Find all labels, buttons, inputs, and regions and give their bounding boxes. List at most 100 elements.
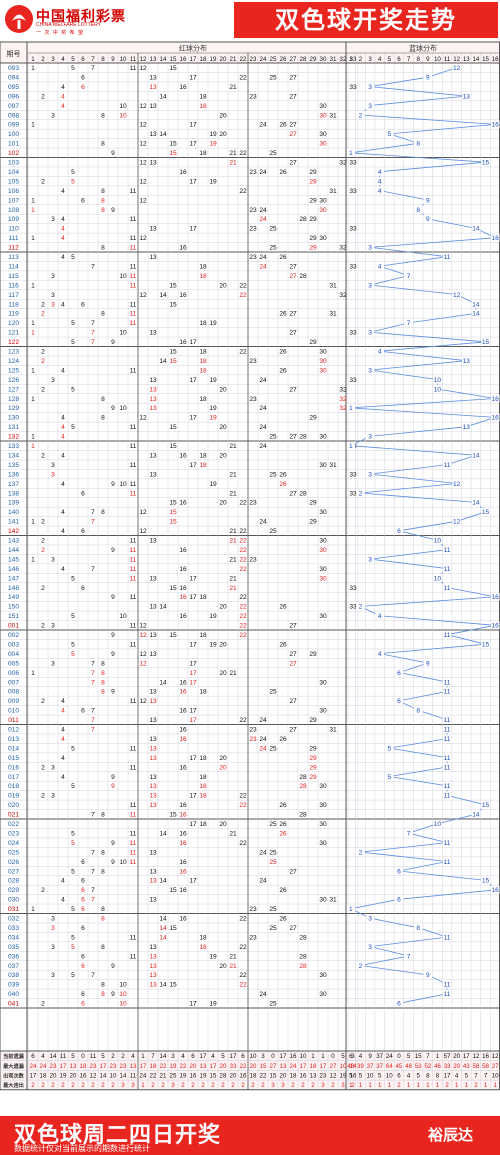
red-stat-value: 2	[91, 1082, 95, 1089]
blue-stat-value: 17	[444, 1072, 451, 1079]
red-ball-number: 21	[229, 84, 237, 91]
red-ball-number: 22	[239, 282, 247, 289]
period-label: 135	[8, 462, 19, 469]
red-ball-number: 17	[189, 377, 197, 384]
blue-ball-number: 4	[378, 613, 382, 620]
blue-ball-bg	[375, 262, 384, 271]
blue-ball-number: 8	[416, 207, 420, 214]
red-stat-value: 6	[191, 1053, 195, 1060]
red-ball-number: 26	[279, 830, 287, 837]
red-ball-number: 4	[61, 216, 65, 223]
blue-ball-bg	[490, 621, 500, 630]
blue-ball-bg	[356, 961, 365, 970]
red-stat-value: 23	[90, 1063, 97, 1070]
stats-label: 当前遗漏	[3, 1052, 24, 1060]
period-label: 112	[8, 245, 19, 252]
red-ball-number: 27	[289, 93, 297, 100]
red-column-number: 8	[101, 56, 105, 63]
red-ball-number: 12	[139, 528, 147, 535]
red-ball-number: 2	[41, 547, 45, 554]
period-label: 037	[8, 963, 19, 970]
red-ball-number: 8	[101, 660, 105, 667]
blue-stat-value: 53	[415, 1063, 422, 1070]
red-ball-number: 14	[159, 292, 167, 299]
red-ball-number: 16	[179, 679, 187, 686]
red-ball-number: 5	[71, 169, 75, 176]
red-stat-value: 16	[350, 1072, 357, 1079]
red-ball-number: 13	[149, 755, 157, 762]
red-ball-number: 3	[51, 623, 55, 630]
red-ball-number: 30	[319, 112, 327, 119]
period-label: 011	[8, 717, 19, 724]
blue-ball-number: 3	[368, 916, 372, 923]
blue-ball-bg	[481, 640, 490, 649]
red-ball-number: 33	[349, 263, 357, 270]
red-ball-number: 29	[309, 755, 317, 762]
red-ball-number: 21	[229, 963, 237, 970]
blue-ball-number: 16	[492, 623, 500, 630]
red-ball-number: 9	[111, 840, 115, 847]
blue-ball-bg	[356, 602, 365, 611]
red-stat-value: 23	[50, 1063, 57, 1070]
blue-ball-bg	[442, 857, 452, 866]
period-label: 028	[8, 878, 19, 885]
red-ball-number: 24	[259, 405, 267, 412]
red-ball-number: 28	[299, 934, 307, 941]
red-ball-number: 17	[189, 141, 197, 148]
period-label: 108	[8, 207, 19, 214]
blue-ball-bg	[423, 214, 433, 223]
blue-ball-bg	[375, 649, 384, 658]
blue-ball-number: 11	[444, 717, 451, 724]
red-stat-value: 3	[121, 1082, 125, 1089]
blue-ball-number: 3	[368, 103, 372, 110]
red-ball-number: 23	[249, 736, 257, 743]
red-ball-number: 11	[130, 802, 137, 809]
period-label: 120	[8, 320, 19, 327]
red-ball-number: 27	[289, 623, 297, 630]
blue-ball-number: 13	[463, 93, 471, 100]
red-stat-value: 3	[271, 1082, 275, 1089]
blue-stat-value: 5	[349, 1072, 353, 1079]
period-label: 146	[8, 566, 19, 573]
red-ball-number: 11	[130, 481, 137, 488]
red-ball-number: 5	[71, 944, 75, 951]
red-stat-value: 14	[160, 1053, 167, 1060]
red-ball-number: 6	[81, 1001, 85, 1008]
red-ball-number: 22	[239, 150, 247, 157]
blue-ball-bg	[413, 139, 423, 148]
blue-ball-number: 11	[444, 547, 451, 554]
blue-ball-number: 11	[444, 840, 451, 847]
period-label: 118	[8, 301, 19, 308]
blue-stat-value: 12	[472, 1053, 479, 1060]
red-ball-number: 12	[139, 65, 147, 72]
red-ball-number: 5	[71, 386, 75, 393]
red-stat-value: 16	[300, 1072, 307, 1079]
blue-ball-bg	[471, 299, 481, 308]
red-ball-number: 21	[229, 528, 237, 535]
red-ball-number: 30	[319, 575, 327, 582]
blue-ball-bg	[346, 148, 356, 157]
red-stat-value: 17	[30, 1072, 37, 1079]
blue-ball-bg	[442, 564, 452, 573]
period-label: 123	[8, 349, 19, 356]
blue-stat-value: 20	[453, 1053, 460, 1060]
red-ball-number: 3	[51, 925, 55, 932]
red-ball-number: 12	[139, 660, 147, 667]
blue-ball-number: 11	[444, 793, 451, 800]
red-ball-number: 16	[179, 830, 187, 837]
red-ball-number: 13	[149, 131, 157, 138]
blue-ball-bg	[423, 73, 433, 82]
red-ball-number: 3	[51, 660, 55, 667]
blue-ball-number: 7	[407, 320, 411, 327]
red-ball-number: 27	[289, 330, 297, 337]
period-label: 148	[8, 585, 19, 592]
red-stat-value: 2	[351, 1082, 355, 1089]
red-ball-number: 28	[299, 783, 307, 790]
red-ball-number: 30	[319, 840, 327, 847]
period-label: 128	[8, 396, 19, 403]
blue-ball-number: 15	[482, 160, 490, 167]
red-ball-number: 24	[259, 745, 267, 752]
blue-ball-bg	[471, 451, 481, 460]
blue-ball-number: 6	[397, 897, 401, 904]
red-ball-number: 23	[249, 169, 257, 176]
